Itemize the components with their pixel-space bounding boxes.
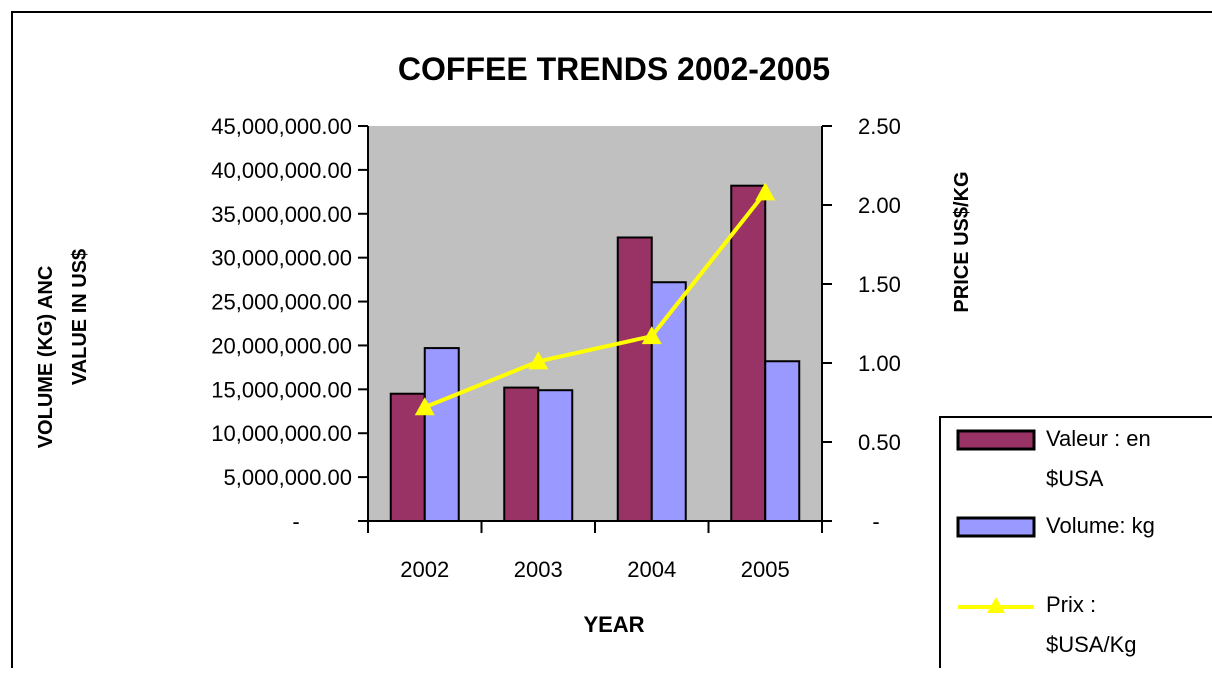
legend-swatch-volume [956, 516, 1036, 538]
y-tick-label-left: 10,000,000.00 [211, 421, 352, 446]
y-tick-label-right: 2.50 [858, 114, 901, 139]
bar-valeur-2005 [730, 184, 767, 522]
y-tick-label-right: 0.50 [858, 430, 901, 455]
y-tick-label-left: 40,000,000.00 [211, 158, 352, 183]
bar-volume-2002 [423, 347, 460, 523]
y-right-axis-title: PRICE US$/KG [951, 171, 973, 312]
bar-valeur-2004 [616, 236, 653, 522]
y-tick-label-right: - [872, 509, 879, 534]
legend-label-valeur-line2: $USA [1046, 466, 1104, 491]
price-marker-2004 [641, 326, 662, 345]
legend: Valeur : en $USA Volume: kg Prix : $USA/… [939, 416, 1212, 673]
x-tick-label-2005: 2005 [741, 557, 790, 582]
price-marker-2003 [528, 351, 549, 370]
bar-valeur-2003 [503, 386, 540, 523]
y-tick-label-left: 25,000,000.00 [211, 290, 352, 315]
y-tick-label-left: 15,000,000.00 [211, 377, 352, 402]
price-line [424, 191, 767, 410]
price-marker-2005 [755, 182, 776, 201]
y-tick-label-left: - [292, 509, 299, 534]
y-tick-label-left: 5,000,000.00 [224, 465, 352, 490]
x-tick-label-2003: 2003 [514, 557, 563, 582]
x-tick-label-2004: 2004 [627, 557, 676, 582]
legend-swatch-valeur [956, 429, 1036, 451]
y-axis-title-line2: VALUE IN US$ [69, 249, 91, 385]
legend-label-valeur-line1: Valeur : en [1046, 426, 1151, 451]
legend-label-prix-line1: Prix : [1046, 592, 1096, 617]
x-tick-label-2002: 2002 [400, 557, 449, 582]
y-axis-title-line1: VOLUME (KG) ANC [35, 266, 57, 449]
y-tick-label-left: 20,000,000.00 [211, 333, 352, 358]
y-tick-label-right: 1.00 [858, 351, 901, 376]
legend-label-volume: Volume: kg [1046, 513, 1155, 538]
x-axis-title: YEAR [583, 612, 644, 637]
y-tick-label-right: 2.00 [858, 193, 901, 218]
chart-title: COFFEE TRENDS 2002-2005 [398, 51, 830, 87]
y-tick-label-left: 45,000,000.00 [211, 114, 352, 139]
legend-box [939, 416, 1212, 673]
y-tick-label-left: 30,000,000.00 [211, 246, 352, 271]
y-tick-label-left: 35,000,000.00 [211, 202, 352, 227]
bar-volume-2004 [650, 281, 687, 522]
price-marker-2002 [414, 397, 435, 416]
legend-label-prix-line2: $USA/Kg [1046, 632, 1137, 657]
bar-volume-2003 [537, 389, 574, 523]
y-tick-label-right: 1.50 [858, 272, 901, 297]
legend-marker-prix [987, 597, 1005, 613]
bar-volume-2005 [764, 360, 801, 522]
